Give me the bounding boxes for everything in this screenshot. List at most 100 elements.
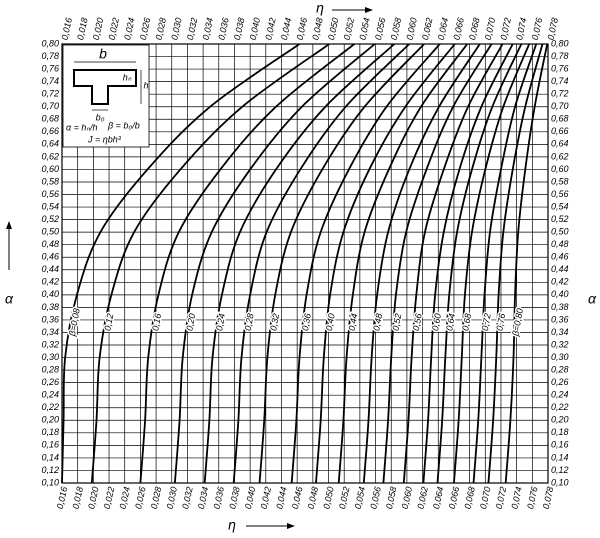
- x-tick-label: 0,040: [243, 486, 257, 510]
- x-tick-label: 0,070: [483, 17, 497, 41]
- inset-h: h: [143, 80, 148, 90]
- y-tick-label: 0,42: [551, 277, 569, 287]
- curve: [290, 43, 441, 484]
- curve-label: 0,56: [411, 313, 424, 332]
- y-tick-label: 0,44: [41, 264, 59, 274]
- y-tick-label: 0,60: [41, 164, 59, 174]
- y-tick-label: 0,40: [551, 289, 569, 299]
- y-tick-label: 0,72: [41, 89, 59, 99]
- y-tick-label: 0,74: [41, 76, 59, 86]
- y-tick-label: 0,56: [41, 189, 59, 199]
- curve-label: 0,76: [494, 313, 507, 332]
- x-tick-label: 0,038: [227, 486, 241, 510]
- y-tick-label: 0,30: [41, 352, 59, 362]
- y-tick-label: 0,56: [551, 189, 569, 199]
- t-section: [73, 69, 137, 105]
- x-tick-label: 0,054: [357, 17, 371, 41]
- x-tick-label: 0,042: [263, 17, 277, 41]
- x-tick-label: 0,030: [169, 17, 183, 41]
- x-tick-label: 0,016: [59, 17, 73, 41]
- curve: [315, 43, 456, 484]
- y-tick-label: 0,36: [551, 314, 569, 324]
- curve-label: 0,44: [347, 313, 360, 332]
- y-tick-label: 0,76: [551, 63, 569, 73]
- y-tick-label: 0,66: [551, 126, 569, 136]
- x-tick-label: 0,044: [274, 486, 288, 510]
- x-tick-label: 0,024: [122, 17, 136, 41]
- x-tick-label: 0,052: [342, 17, 356, 41]
- x-tick-label: 0,058: [384, 486, 398, 510]
- curve: [436, 43, 523, 484]
- y-tick-label: 0,28: [41, 364, 59, 374]
- y-tick-label: 0,34: [41, 327, 59, 337]
- x-tick-label: 0,060: [404, 17, 418, 41]
- curve-label: 0,20: [184, 313, 197, 332]
- y-tick-label: 0,62: [551, 151, 569, 161]
- curve-label: 0,52: [391, 313, 404, 332]
- curve: [232, 43, 410, 484]
- x-tick-label: 0,024: [118, 486, 132, 510]
- inset-alpha: α = hₙ/h: [66, 122, 98, 132]
- x-tick-label: 0,036: [216, 17, 230, 41]
- curve-label: 0,24: [214, 313, 227, 332]
- curve-label: 0,32: [268, 313, 281, 332]
- x-tick-label: 0,076: [530, 17, 544, 41]
- x-axis-label-bottom: η: [228, 517, 236, 533]
- curve: [203, 43, 395, 484]
- y-tick-label: 0,80: [551, 38, 569, 48]
- x-axis-label-top: η: [316, 0, 324, 16]
- inset-moment: J = ηbh³: [87, 134, 122, 144]
- curve-label: 0,64: [444, 313, 457, 332]
- y-tick-label: 0,54: [41, 201, 59, 211]
- y-tick-label: 0,68: [551, 114, 569, 124]
- y-tick-label: 0,26: [551, 377, 569, 387]
- y-tick-label: 0,46: [551, 252, 569, 262]
- curve-label: β=0,08: [67, 307, 82, 337]
- curve-label: β=0,80: [510, 307, 525, 337]
- curve: [258, 43, 425, 484]
- x-tick-label: 0,062: [420, 17, 434, 41]
- x-tick-label: 0,072: [494, 486, 508, 510]
- y-tick-label: 0,72: [551, 89, 569, 99]
- x-tick-label: 0,058: [389, 17, 403, 41]
- x-tick-label: 0,016: [55, 486, 69, 510]
- x-tick-label: 0,050: [321, 486, 335, 510]
- y-tick-label: 0,42: [41, 277, 59, 287]
- x-tick-label: 0,070: [478, 486, 492, 510]
- x-tick-label: 0,026: [138, 17, 152, 41]
- curve: [90, 43, 330, 484]
- x-tick-label: 0,056: [373, 17, 387, 41]
- y-tick-label: 0,10: [41, 477, 59, 487]
- y-tick-label: 0,68: [41, 114, 59, 124]
- y-tick-label: 0,54: [551, 201, 569, 211]
- curve: [382, 43, 493, 484]
- y-tick-label: 0,64: [551, 139, 569, 149]
- y-tick-label: 0,18: [551, 427, 569, 437]
- x-tick-label: 0,044: [279, 17, 293, 41]
- curve-label: 0,72: [480, 313, 493, 332]
- inset: b hₙ h b₀ α = hₙ/h β = b₀/b J = ηbh³: [62, 44, 150, 148]
- y-tick-label: 0,58: [41, 176, 59, 186]
- y-tick-label: 0,10: [551, 477, 569, 487]
- y-tick-label: 0,28: [551, 364, 569, 374]
- y-tick-label: 0,40: [41, 289, 59, 299]
- y-tick-label: 0,78: [41, 51, 59, 61]
- inset-hn: hₙ: [123, 72, 132, 82]
- x-tick-label: 0,042: [259, 486, 273, 510]
- curve-label: 0,28: [243, 313, 256, 332]
- y-tick-label: 0,38: [551, 302, 569, 312]
- y-axis-label-right: α: [588, 291, 597, 307]
- x-tick-label: 0,046: [290, 486, 304, 510]
- x-tick-label: 0,060: [400, 486, 414, 510]
- y-tick-label: 0,50: [41, 227, 59, 237]
- x-tick-label: 0,066: [451, 17, 465, 41]
- x-tick-label: 0,028: [154, 17, 168, 41]
- y-tick-label: 0,16: [41, 440, 59, 450]
- curve: [337, 43, 468, 484]
- x-tick-label: 0,028: [149, 486, 163, 510]
- y-tick-label: 0,80: [41, 38, 59, 48]
- y-tick-label: 0,44: [551, 264, 569, 274]
- curve: [504, 43, 549, 484]
- x-tick-label: 0,034: [201, 17, 215, 41]
